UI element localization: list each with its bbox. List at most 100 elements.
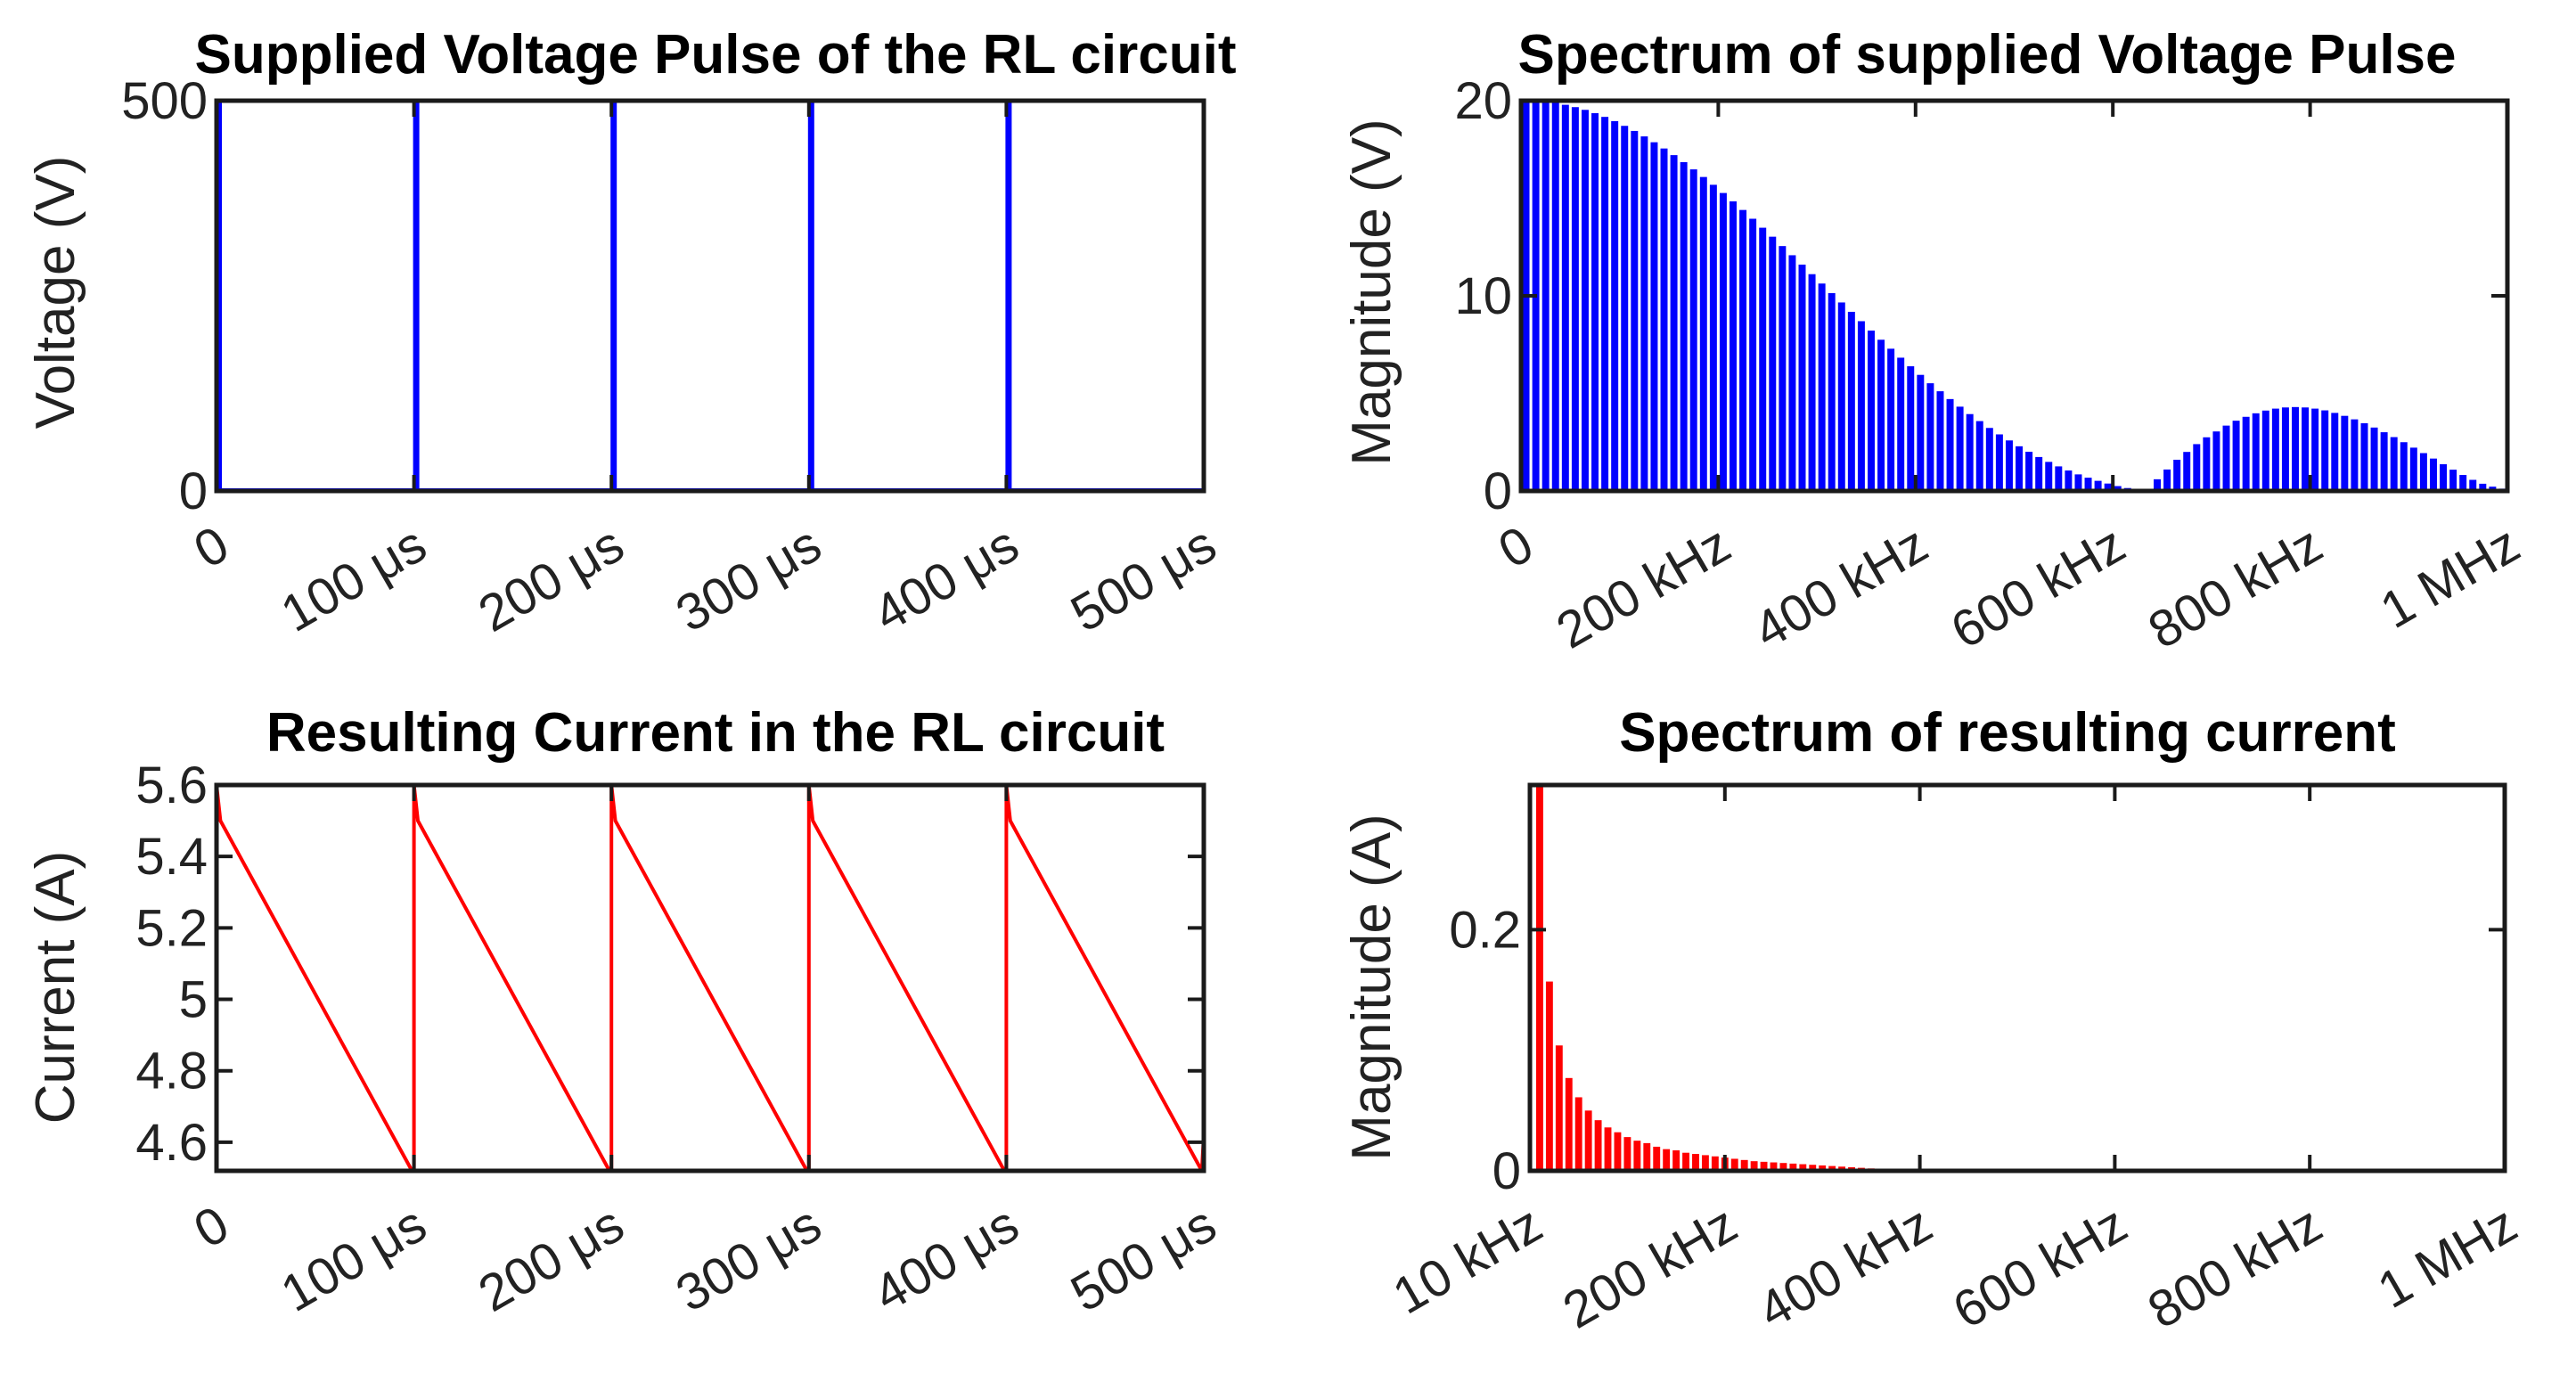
spectrum-bar bbox=[1985, 428, 1993, 491]
spectrum-bar bbox=[2261, 410, 2269, 491]
voltage-pulse bbox=[217, 101, 222, 491]
spectrum-bar bbox=[1692, 1154, 1699, 1171]
y-tick-label: 0.2 bbox=[1449, 901, 1521, 959]
spectrum-bar bbox=[2094, 480, 2102, 491]
x-tick-label: 0 bbox=[184, 515, 238, 579]
voltage-pulse bbox=[1005, 101, 1012, 491]
spectrum-bar bbox=[2449, 470, 2457, 491]
chart-title: Spectrum of supplied Voltage Pulse bbox=[1517, 24, 2456, 86]
spectrum-bar bbox=[1798, 264, 1806, 491]
x-tick-label: 500 μs bbox=[1061, 1195, 1225, 1323]
spectrum-bar bbox=[2104, 483, 2112, 491]
spectrum-bar bbox=[2479, 483, 2487, 491]
spectrum-bar bbox=[1561, 104, 1569, 491]
spectrum-bar bbox=[1594, 1120, 1602, 1171]
spectrum-bar bbox=[2390, 437, 2398, 491]
y-axis-label: Voltage (V) bbox=[25, 156, 86, 429]
spectrum-bar bbox=[1643, 1142, 1651, 1171]
y-tick-label: 4.6 bbox=[135, 1114, 208, 1172]
spectrum-bar bbox=[1699, 176, 1707, 491]
spectrum-bar bbox=[2065, 470, 2073, 491]
chart-title: Resulting Current in the RL circuit bbox=[266, 702, 1165, 764]
spectrum-bar bbox=[2331, 413, 2339, 491]
spectrum-bar bbox=[2183, 452, 2191, 491]
spectrum-bar bbox=[2035, 456, 2043, 491]
spectrum-bar bbox=[1887, 348, 1895, 491]
axis-ticks: 0 100 μs 200 μs 300 μs 400 μs 500 μs 4.6 4.8 5 5.… bbox=[135, 757, 1225, 1323]
y-axis-label: Magnitude (V) bbox=[1341, 119, 1402, 465]
axes-frame bbox=[1518, 98, 2510, 494]
y-axis-label: Magnitude (A) bbox=[1341, 814, 1402, 1160]
panel-current-spectrum: Spectrum of resulting current Magnitude … bbox=[1341, 702, 2527, 1340]
y-tick-label: 5.2 bbox=[135, 899, 208, 957]
spectrum-bar bbox=[1828, 292, 1836, 491]
voltage-pulse bbox=[413, 101, 420, 491]
spectrum-bar bbox=[2055, 466, 2063, 491]
axis-ticks: 10 kHz 200 kHz 400 kHz 600 kHz 800 kHz 1 MHz 0… bbox=[1384, 785, 2527, 1340]
y-tick-label: 0 bbox=[1484, 462, 1512, 520]
x-tick-label: 10 kHz bbox=[1384, 1195, 1552, 1326]
x-tick-label: 1 MHz bbox=[2368, 1195, 2527, 1320]
axes-frame bbox=[1527, 782, 2507, 1174]
spectrum-bar bbox=[1660, 148, 1668, 491]
spectrum-bar bbox=[1760, 1161, 1768, 1171]
spectrum-bar bbox=[1571, 107, 1579, 491]
y-axis-label: Current (A) bbox=[25, 851, 86, 1125]
spectrum-bar bbox=[1847, 311, 1855, 491]
spectrum-bar bbox=[1551, 102, 1559, 491]
y-tick-label: 10 bbox=[1454, 267, 1512, 325]
spectrum-bar bbox=[2440, 463, 2448, 491]
spectrum-bar bbox=[2271, 408, 2279, 491]
spectrum-bar bbox=[1574, 1097, 1582, 1171]
spectrum-bar bbox=[1623, 1137, 1631, 1171]
spectrum-bar bbox=[1542, 102, 1550, 491]
spectrum-bar bbox=[1759, 227, 1767, 491]
y-tick-label: 0 bbox=[179, 462, 208, 520]
y-tick-label: 5 bbox=[179, 971, 208, 1029]
spectrum-bar bbox=[1640, 136, 1648, 491]
spectrum-bar bbox=[1740, 1159, 1748, 1171]
spectrum-bar bbox=[1867, 330, 1875, 491]
x-tick-label: 200 kHz bbox=[1554, 1195, 1747, 1340]
spectrum-bar bbox=[2025, 451, 2033, 491]
y-tick-label: 4.8 bbox=[135, 1043, 208, 1100]
spectrum-bar bbox=[2400, 442, 2408, 491]
panel-voltage-spectrum: Spectrum of supplied Voltage Pulse Magni… bbox=[1341, 24, 2530, 660]
x-tick-label: 200 μs bbox=[469, 515, 633, 643]
spectrum-bar bbox=[1611, 120, 1619, 491]
spectrum-bar bbox=[1711, 1156, 1719, 1171]
spectrum-bar bbox=[1788, 255, 1796, 491]
spectrum-bar bbox=[1995, 434, 2003, 491]
spectrum-bar bbox=[1672, 1149, 1681, 1171]
spectrum-bar bbox=[2302, 407, 2310, 491]
spectrum-bar bbox=[2419, 453, 2427, 491]
current-series-line bbox=[217, 785, 1204, 1171]
axis-ticks: 0 100 μs 200 μs 300 μs 400 μs 500 μs 0 500 bbox=[121, 72, 1225, 643]
spectrum-bar bbox=[1650, 142, 1658, 491]
spectrum-bar bbox=[2203, 437, 2211, 491]
spectrum-bar bbox=[1749, 218, 1757, 491]
spectrum-bar bbox=[2281, 407, 2289, 491]
spectrum-bar bbox=[1975, 421, 1983, 491]
spectrum-bar bbox=[1897, 357, 1905, 491]
chart-title: Supplied Voltage Pulse of the RL circuit bbox=[195, 24, 1237, 86]
spectrum-bar bbox=[2154, 478, 2162, 491]
y-tick-label: 5.6 bbox=[135, 757, 208, 814]
spectrum-bar bbox=[1565, 1077, 1573, 1171]
spectrum-bar bbox=[1799, 1164, 1807, 1171]
spectrum-bar bbox=[1633, 1141, 1641, 1171]
spectrum-bar bbox=[1779, 246, 1787, 491]
x-tick-label: 200 μs bbox=[469, 1195, 633, 1323]
spectrum-bar bbox=[1653, 1146, 1661, 1171]
spectrum-bar bbox=[1604, 1127, 1612, 1171]
spectrum-bar bbox=[2341, 415, 2349, 491]
x-tick-label: 0 bbox=[1489, 515, 1542, 579]
plot-area bbox=[1536, 785, 1914, 1171]
spectrum-bar bbox=[1769, 236, 1777, 491]
spectrum-bar bbox=[1779, 1163, 1787, 1171]
x-tick-label: 600 kHz bbox=[1942, 515, 2135, 660]
spectrum-bar bbox=[1614, 1132, 1622, 1171]
x-tick-label: 300 μs bbox=[666, 1195, 830, 1323]
spectrum-bar bbox=[1770, 1162, 1778, 1171]
